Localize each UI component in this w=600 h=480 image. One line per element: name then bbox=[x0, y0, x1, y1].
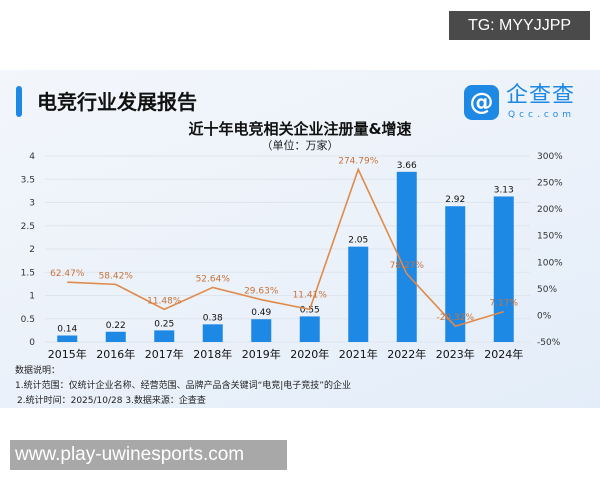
bar-label: 2.05 bbox=[348, 236, 368, 246]
growth-label: -20.32% bbox=[436, 313, 474, 323]
left-tick-label: 0.5 bbox=[21, 315, 35, 325]
bar-label: 0.49 bbox=[251, 308, 271, 318]
right-tick-label: 50% bbox=[537, 285, 557, 295]
logo-cn: 企查查 bbox=[506, 83, 576, 108]
x-tick-label: 2015年 bbox=[48, 347, 87, 361]
bar bbox=[251, 319, 272, 342]
bar-label: 0.25 bbox=[154, 319, 174, 329]
left-tick-label: 3.5 bbox=[21, 175, 35, 185]
bar bbox=[154, 330, 175, 342]
right-tick-label: 250% bbox=[537, 179, 563, 189]
title-accent-bar bbox=[16, 86, 22, 117]
right-tick-label: 100% bbox=[537, 258, 563, 268]
growth-label: 274.79% bbox=[338, 156, 378, 166]
bar-label: 0.55 bbox=[300, 305, 320, 315]
right-tick-label: -50% bbox=[537, 338, 561, 348]
x-tick-label: 2019年 bbox=[242, 347, 281, 361]
bar bbox=[396, 171, 417, 342]
chart-subtitle: （单位：万家） bbox=[261, 139, 339, 152]
bar bbox=[348, 246, 369, 342]
right-tick-label: 200% bbox=[537, 205, 563, 215]
x-tick-label: 2021年 bbox=[339, 347, 378, 361]
x-tick-label: 2024年 bbox=[484, 347, 523, 361]
growth-label: 62.47% bbox=[50, 269, 85, 279]
right-tick-label: 150% bbox=[537, 232, 563, 242]
growth-label: 11.41% bbox=[293, 290, 328, 300]
bar-label: 3.13 bbox=[494, 185, 514, 195]
notes-line-1: 1.统计范围：仅统计企业名称、经营范围、品牌产品含关键词“电竞|电子竞技”的企业 bbox=[15, 381, 351, 391]
growth-label: 58.42% bbox=[99, 271, 134, 281]
notes-line-2: 2.统计时间：2025/10/28 3.数据来源：企查查 bbox=[17, 396, 206, 406]
left-tick-label: 1 bbox=[29, 292, 35, 302]
bar bbox=[445, 206, 466, 342]
x-tick-label: 2023年 bbox=[436, 347, 475, 361]
bar-label: 0.38 bbox=[203, 313, 223, 323]
growth-label: 29.63% bbox=[244, 287, 279, 297]
bar-label: 2.92 bbox=[445, 195, 465, 205]
left-tick-label: 2 bbox=[29, 245, 35, 255]
left-tick-label: 3 bbox=[29, 199, 35, 209]
growth-label: 11.48% bbox=[147, 296, 182, 306]
growth-label: 78.27% bbox=[390, 261, 425, 271]
bar bbox=[202, 324, 223, 342]
left-tick-label: 4 bbox=[29, 152, 35, 162]
watermark-bottom: www.play-uwinesports.com bbox=[10, 440, 287, 470]
x-tick-label: 2020年 bbox=[290, 347, 329, 361]
qcc-logo: @ 企查查 Qcc.com bbox=[464, 83, 576, 121]
watermark-top: TG: MYYJJPP bbox=[449, 11, 590, 40]
growth-label: 7.17% bbox=[489, 299, 518, 309]
left-tick-label: 2.5 bbox=[21, 222, 35, 232]
bar-label: 3.66 bbox=[397, 161, 417, 171]
notes-heading: 数据说明： bbox=[15, 366, 61, 376]
bar bbox=[57, 335, 78, 342]
bar bbox=[493, 196, 514, 342]
x-tick-label: 2016年 bbox=[96, 347, 135, 361]
bar bbox=[105, 331, 126, 342]
chart-title: 近十年电竞相关企业注册量&增速 bbox=[188, 120, 412, 138]
logo-en: Qcc.com bbox=[508, 110, 576, 120]
bar bbox=[299, 316, 320, 342]
bar-label: 0.14 bbox=[57, 324, 77, 334]
bar-label: 0.22 bbox=[106, 321, 126, 331]
x-tick-label: 2022年 bbox=[387, 347, 426, 361]
left-tick-label: 1.5 bbox=[21, 268, 35, 278]
x-tick-label: 2017年 bbox=[145, 347, 184, 361]
qcc-logo-icon: @ bbox=[464, 85, 499, 120]
right-tick-label: 0% bbox=[537, 311, 552, 321]
growth-label: 52.64% bbox=[196, 274, 231, 284]
data-notes: 数据说明： 1.统计范围：仅统计企业名称、经营范围、品牌产品含关键词“电竞|电子… bbox=[15, 364, 351, 409]
right-tick-label: 300% bbox=[537, 152, 563, 162]
report-title: 电竞行业发展报告 bbox=[37, 90, 197, 114]
left-tick-label: 0 bbox=[29, 338, 35, 348]
growth-line bbox=[67, 167, 504, 328]
x-tick-label: 2018年 bbox=[193, 347, 232, 361]
